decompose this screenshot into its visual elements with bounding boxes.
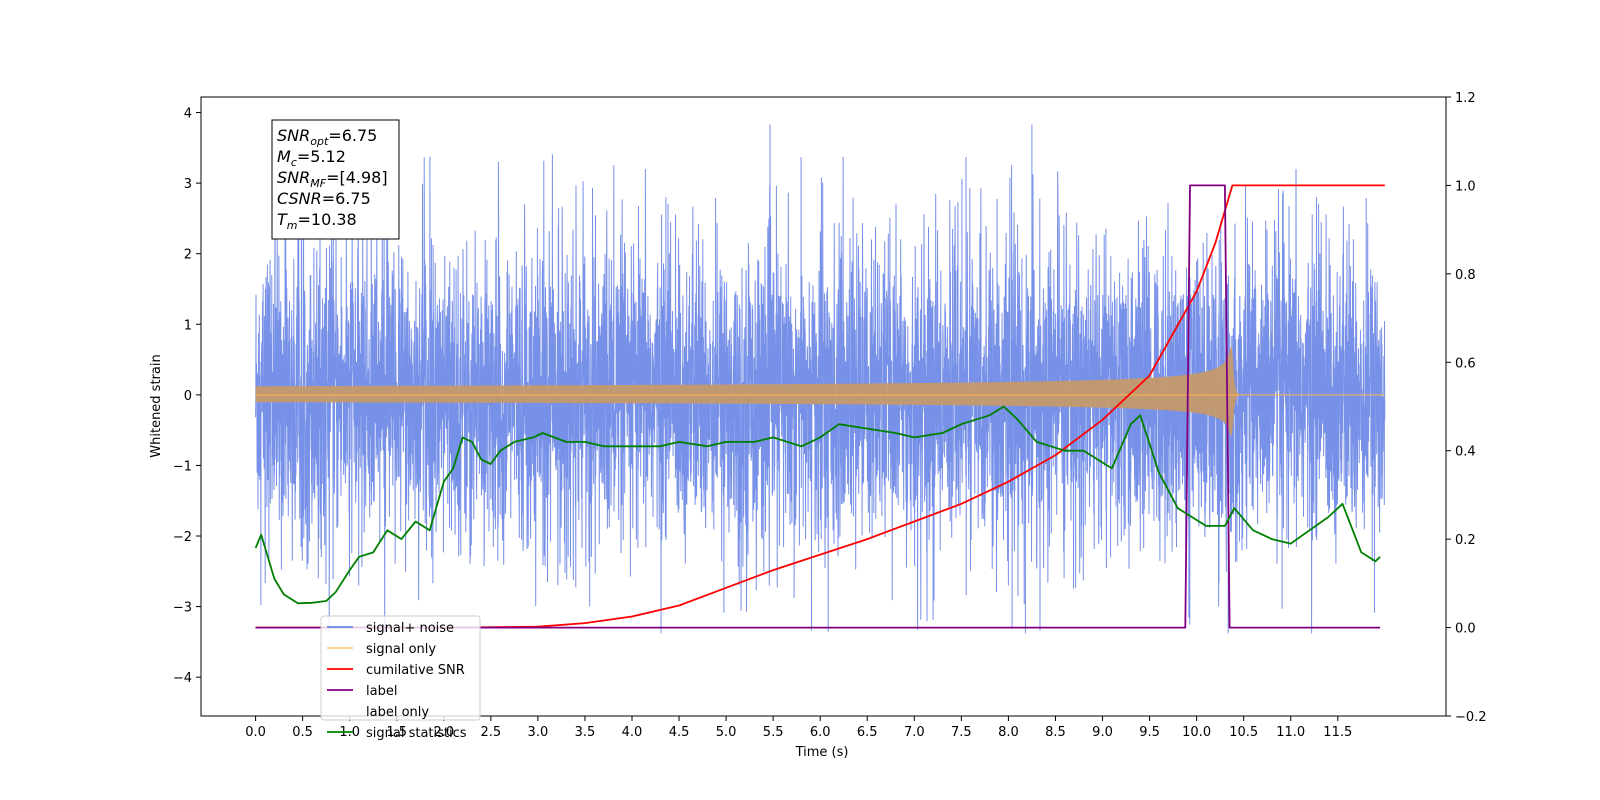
x-tick-label: 5.0 <box>716 725 737 740</box>
signal-only-envelope <box>255 346 1385 437</box>
x-tick-label: 11.0 <box>1276 725 1305 740</box>
annotation-frame <box>271 119 400 240</box>
y-right-tick-label: 0.6 <box>1455 356 1476 371</box>
x-tick-label: 11.5 <box>1323 725 1352 740</box>
series-line-label <box>255 184 1381 629</box>
y-right-tick-label: 0.8 <box>1455 268 1476 283</box>
y-left-tick-label: −2 <box>173 530 192 545</box>
annotation-line: Mc=5.12 <box>277 147 346 169</box>
series-line-cumilative-snr <box>255 184 1385 629</box>
annotation-line: SNRMF=[4.98] <box>277 168 388 190</box>
x-tick-label: 10.5 <box>1229 725 1258 740</box>
y-left-tick-label: 3 <box>184 177 192 192</box>
legend-label: label <box>366 684 397 699</box>
x-tick-label: 2.0 <box>433 725 454 740</box>
legend-label: signal+ noise <box>366 621 454 636</box>
signal-only-series <box>255 346 1385 437</box>
y-axis-label-left: Whitened strain <box>149 354 164 457</box>
x-tick-label: 5.5 <box>763 725 784 740</box>
overlay-series <box>254 184 1385 629</box>
y-left-tick-label: −4 <box>173 671 192 686</box>
x-tick-label: 8.0 <box>998 725 1019 740</box>
x-tick-label: 4.5 <box>669 725 690 740</box>
x-axis-label: Time (s) <box>795 745 849 760</box>
y-right-tick-label: 1.2 <box>1455 91 1476 106</box>
legend-label: signal only <box>366 642 436 657</box>
y-left-tick-label: 4 <box>184 107 192 122</box>
x-tick-label: 6.5 <box>857 725 878 740</box>
series-line-signal-statistics <box>254 405 1381 605</box>
legend-frame <box>320 615 481 721</box>
x-tick-label: 2.5 <box>480 725 501 740</box>
plot-frame <box>200 96 1447 717</box>
signal-noise-series <box>255 124 1386 634</box>
x-tick-label: 7.5 <box>951 725 972 740</box>
legend-label: signal statistics <box>366 726 467 741</box>
x-tick-label: 7.0 <box>904 725 925 740</box>
annotation-line: CSNR=6.75 <box>277 189 371 208</box>
y-left-tick-label: −1 <box>173 459 192 474</box>
x-tick-label: 4.0 <box>622 725 643 740</box>
y-left-axis-ticks: 4 3 2 1 0 −1 −2 −3 −4 <box>173 107 201 686</box>
legend-label: label only <box>366 705 429 720</box>
signal-noise-line <box>255 124 1386 634</box>
x-tick-label: 6.0 <box>810 725 831 740</box>
x-tick-label: 9.0 <box>1092 725 1113 740</box>
x-axis-ticks: 0.0 0.5 1.0 1.5 2.0 2.5 3.0 3.5 4.0 4.5 5.0 5.5 6.0 6… <box>245 716 1352 740</box>
y-left-tick-label: 1 <box>184 318 192 333</box>
x-tick-label: 1.5 <box>386 725 407 740</box>
y-right-tick-label: 0.0 <box>1455 622 1476 637</box>
x-tick-label: 9.5 <box>1139 725 1160 740</box>
x-tick-label: 8.5 <box>1045 725 1066 740</box>
x-tick-label: 0.0 <box>245 725 266 740</box>
x-tick-label: 3.0 <box>528 725 549 740</box>
x-tick-label: 0.5 <box>292 725 313 740</box>
x-tick-label: 10.0 <box>1182 725 1211 740</box>
x-tick-label: 3.5 <box>575 725 596 740</box>
legend: signal+ noise signal only cumilative SNR la… <box>320 615 481 741</box>
y-left-tick-label: 0 <box>184 389 192 404</box>
y-right-tick-label: 0.4 <box>1455 445 1476 460</box>
annotation-line: SNRopt=6.75 <box>277 126 377 148</box>
y-left-tick-label: 2 <box>184 248 192 263</box>
y-right-tick-label: 1.0 <box>1455 179 1476 194</box>
y-right-tick-label: 0.2 <box>1455 533 1476 548</box>
y-right-axis-ticks: 1.2 1.0 0.8 0.6 0.4 0.2 0.0 −0.2 <box>1446 91 1487 725</box>
legend-label: cumilative SNR <box>366 663 465 678</box>
y-left-tick-label: −3 <box>173 601 192 616</box>
annotation-line: Tm=10.38 <box>277 210 357 232</box>
y-right-tick-label: −0.2 <box>1455 710 1487 725</box>
